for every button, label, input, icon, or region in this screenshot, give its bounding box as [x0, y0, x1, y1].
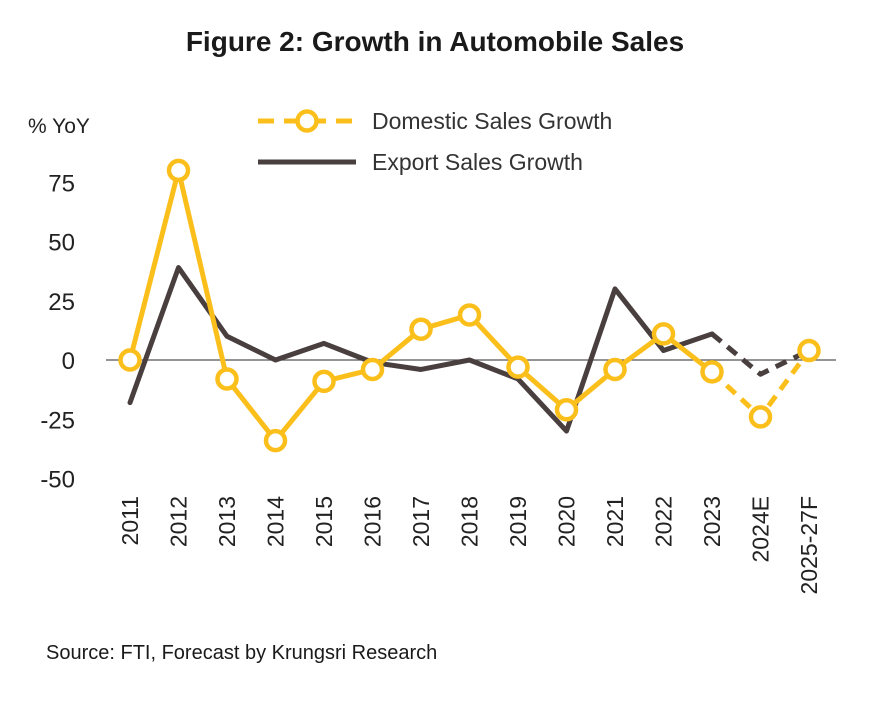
- data-point: [118, 348, 142, 372]
- x-tick-label: 2021: [602, 496, 628, 547]
- x-tick-label: 2012: [166, 496, 192, 547]
- y-tick-label: 25: [48, 289, 75, 316]
- legend-label-domestic: Domestic Sales Growth: [372, 108, 612, 134]
- x-tick-label: 2016: [360, 496, 386, 547]
- data-point: [166, 158, 191, 183]
- series-line-1: [127, 265, 715, 434]
- x-tick-label: 2017: [408, 496, 434, 547]
- series-forecast-line-1: [710, 332, 811, 377]
- y-tick-label: -25: [40, 407, 75, 434]
- y-tick-label: 0: [62, 348, 75, 375]
- x-tick-label: 2025-27F: [796, 496, 822, 594]
- data-point: [457, 303, 482, 327]
- legend-label-export: Export Sales Growth: [372, 149, 583, 175]
- x-tick-label: 2019: [505, 496, 531, 547]
- data-point: [506, 355, 530, 379]
- data-point: [312, 369, 336, 394]
- y-axis-label: % YoY: [28, 115, 90, 138]
- series-line-0: [127, 167, 715, 444]
- data-point: [215, 367, 239, 391]
- data-point: [748, 405, 773, 429]
- y-tick-label: -50: [40, 467, 75, 494]
- data-point: [360, 357, 385, 382]
- x-tick-label: 2018: [457, 496, 483, 547]
- chart-title: Figure 2: Growth in Automobile Sales: [185, 26, 685, 57]
- x-tick-label: 2013: [214, 496, 240, 547]
- legend-marker-domestic: [295, 109, 319, 133]
- x-tick-label: 2023: [699, 496, 725, 547]
- data-point: [263, 428, 288, 453]
- x-tick-label: 2015: [311, 496, 337, 547]
- y-tick-label: 75: [48, 170, 75, 197]
- x-tick-label: 2022: [651, 496, 677, 547]
- data-point: [409, 317, 433, 341]
- x-tick-label: 2011: [117, 496, 143, 545]
- data-point: [700, 360, 724, 384]
- x-tick-label: 2020: [554, 496, 580, 547]
- y-tick-label: 50: [48, 230, 75, 257]
- x-tick-label: 2014: [263, 496, 289, 547]
- data-point: [603, 357, 627, 382]
- x-tick-label: 2024E: [748, 496, 774, 563]
- source-note: Source: FTI, Forecast by Krungsri Resear…: [46, 642, 438, 664]
- data-point: [651, 322, 676, 346]
- data-point: [554, 398, 579, 422]
- data-point: [797, 338, 821, 363]
